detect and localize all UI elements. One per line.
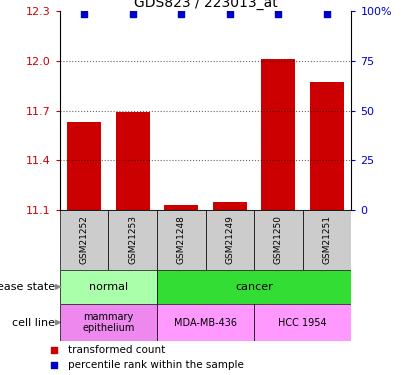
Point bbox=[81, 11, 87, 17]
Text: normal: normal bbox=[89, 282, 128, 292]
Title: GDS823 / 223013_at: GDS823 / 223013_at bbox=[134, 0, 277, 10]
Text: disease state: disease state bbox=[0, 282, 55, 292]
Bar bbox=[67, 122, 101, 210]
Text: HCC 1954: HCC 1954 bbox=[279, 318, 327, 327]
Bar bbox=[254, 210, 303, 270]
Point bbox=[226, 11, 233, 17]
Bar bbox=[157, 210, 206, 270]
Point bbox=[129, 11, 136, 17]
Point bbox=[324, 11, 330, 17]
Text: MDA-MB-436: MDA-MB-436 bbox=[174, 318, 237, 327]
Text: GSM21253: GSM21253 bbox=[128, 216, 137, 264]
Text: percentile rank within the sample: percentile rank within the sample bbox=[68, 360, 244, 370]
Bar bbox=[115, 112, 150, 210]
Bar bbox=[60, 270, 157, 304]
Bar bbox=[303, 210, 351, 270]
Point bbox=[230, 263, 237, 269]
Point bbox=[275, 11, 282, 17]
Text: GSM21251: GSM21251 bbox=[323, 216, 332, 264]
Bar bbox=[254, 304, 351, 341]
Text: transformed count: transformed count bbox=[68, 345, 166, 355]
Text: GSM21248: GSM21248 bbox=[177, 216, 186, 264]
Text: GSM21250: GSM21250 bbox=[274, 216, 283, 264]
Text: GSM21249: GSM21249 bbox=[225, 216, 234, 264]
Bar bbox=[261, 59, 296, 210]
Text: cell line: cell line bbox=[12, 318, 55, 327]
Text: cancer: cancer bbox=[235, 282, 273, 292]
Text: mammary
epithelium: mammary epithelium bbox=[82, 312, 134, 333]
Bar bbox=[310, 82, 344, 210]
Bar bbox=[157, 270, 351, 304]
Bar bbox=[164, 205, 198, 210]
Point bbox=[178, 11, 185, 17]
Point bbox=[230, 125, 237, 131]
Bar bbox=[60, 304, 157, 341]
Bar bbox=[206, 210, 254, 270]
Text: GSM21252: GSM21252 bbox=[79, 216, 88, 264]
Bar bbox=[213, 202, 247, 210]
Bar bbox=[60, 210, 108, 270]
Bar bbox=[157, 304, 254, 341]
Bar bbox=[108, 210, 157, 270]
